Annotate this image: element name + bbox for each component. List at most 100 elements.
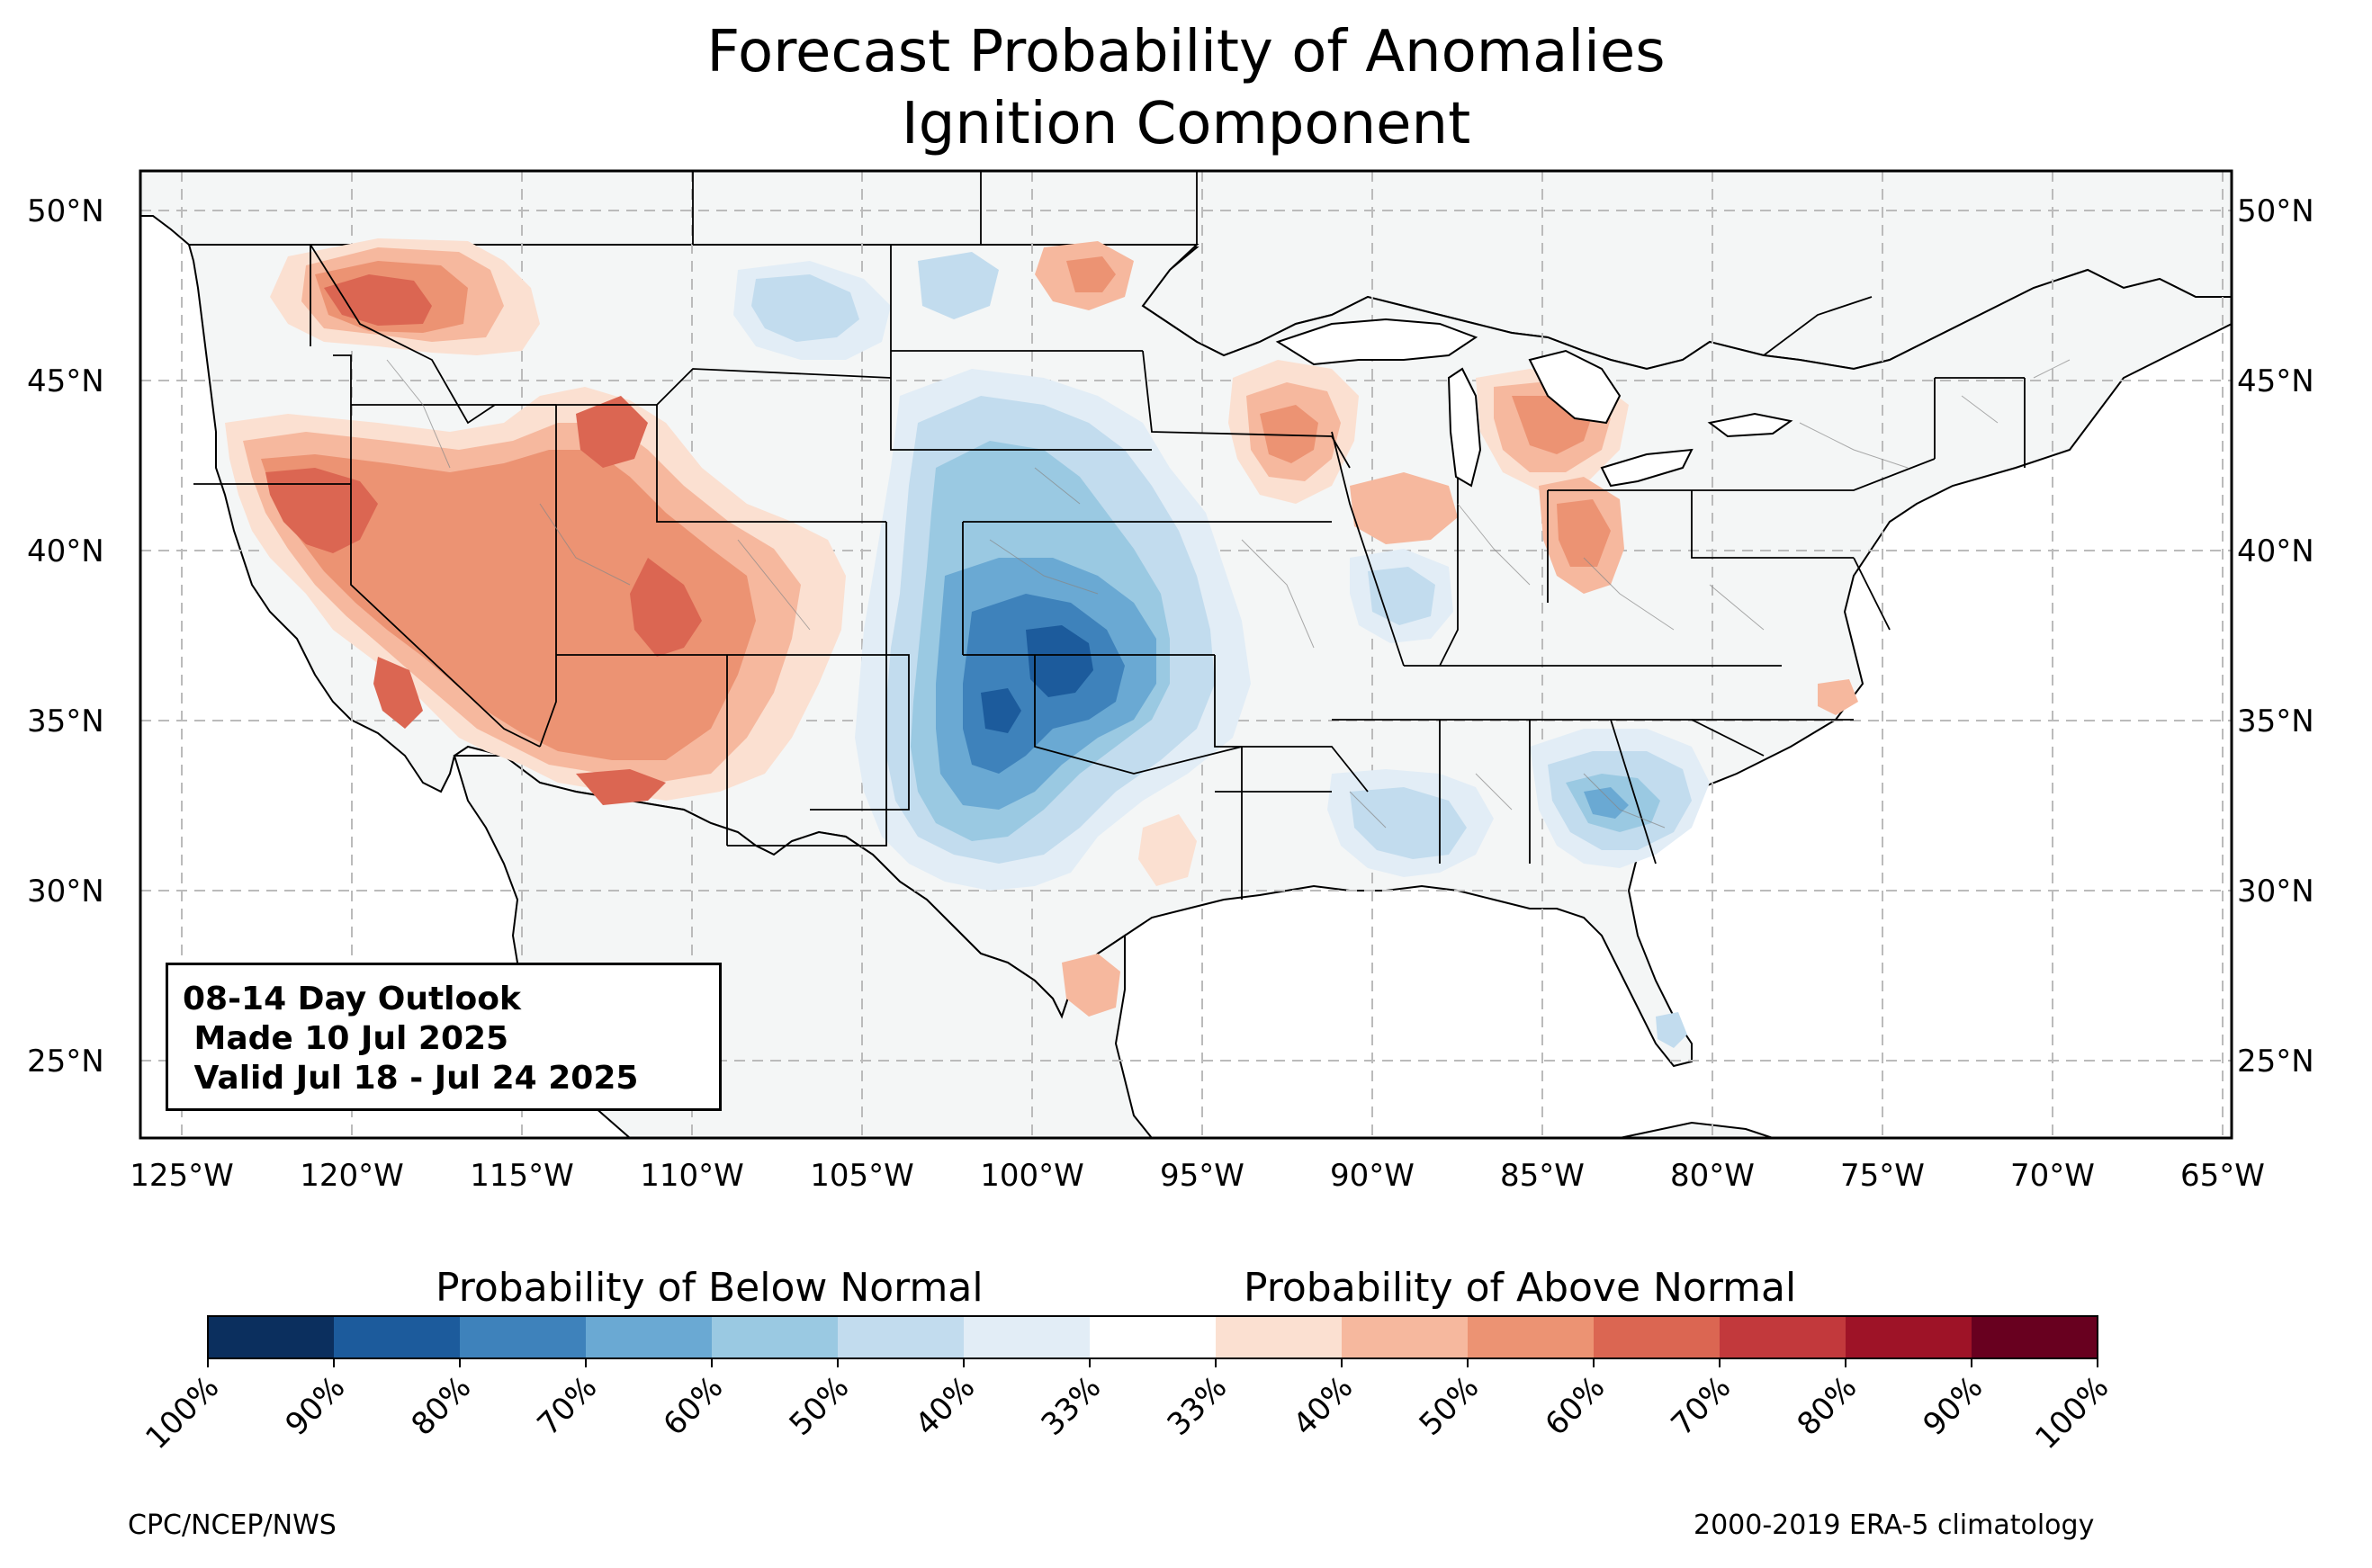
colorbar-swatch: [460, 1316, 587, 1358]
lake-superior: [1275, 318, 1478, 366]
colorbar-tick-label: 90%: [1917, 1369, 1990, 1443]
lon-label: 75°W: [1840, 1158, 1925, 1194]
lon-label: 80°W: [1670, 1158, 1755, 1194]
map-frame: [139, 169, 2233, 1140]
lat-label: 35°N: [27, 703, 104, 739]
colorbar-tick-label: 50%: [1413, 1369, 1487, 1443]
lon-label: 120°W: [300, 1158, 404, 1194]
outlook-made-date: Made 10 Jul 2025: [183, 1020, 509, 1057]
above-il-outer: [1350, 472, 1458, 544]
chart-title-line1: Forecast Probability of Anomalies: [706, 19, 1666, 85]
above-pnw-core: [324, 274, 432, 326]
colorbar-swatch: [586, 1316, 713, 1358]
above-west-inner: [261, 450, 756, 760]
colorbar-swatch: [208, 1316, 335, 1358]
lon-label: 105°W: [810, 1158, 914, 1194]
lon-label: 85°W: [1500, 1158, 1585, 1194]
lon-label: 125°W: [130, 1158, 234, 1194]
outlook-valid-range: Valid Jul 18 - Jul 24 2025: [183, 1060, 639, 1097]
below-lms-inner: [1350, 787, 1467, 859]
colorbar-tick-label: 40%: [1287, 1369, 1361, 1443]
above-west-core4: [373, 657, 423, 729]
colorbar-swatch: [1342, 1316, 1469, 1358]
lat-label: 40°N: [27, 533, 104, 569]
lon-label: 70°W: [2010, 1158, 2095, 1194]
lon-label: 100°W: [980, 1158, 1084, 1194]
colorbar-tick-label: 80%: [405, 1369, 479, 1443]
below-mt-inner: [751, 274, 859, 342]
colorbar-tick-label: 70%: [531, 1369, 605, 1443]
lon-label: 110°W: [640, 1158, 744, 1194]
lon-label: 90°W: [1330, 1158, 1415, 1194]
lon-label: 95°W: [1160, 1158, 1244, 1194]
above-mn-core: [1066, 256, 1116, 292]
below-nd: [918, 252, 999, 319]
colorbar-tick-label: 100%: [139, 1369, 226, 1456]
lake-huron: [1528, 349, 1622, 425]
colorbar-tick-label: 40%: [909, 1369, 983, 1443]
above-west-core2: [630, 558, 702, 657]
lon-labels: 125°W 120°W 115°W 110°W 105°W 100°W 95°W…: [130, 1158, 2265, 1194]
colorbar-swatch: [334, 1316, 461, 1358]
lat-label: 25°N: [27, 1044, 104, 1080]
footer-source: CPC/NCEP/NWS: [128, 1510, 337, 1541]
colorbar-tick-label: 90%: [279, 1369, 353, 1443]
below-plains-80: [1026, 625, 1093, 697]
colorbar-tick-label: 70%: [1665, 1369, 1739, 1443]
lake-erie: [1600, 448, 1694, 488]
below-fl: [1656, 1012, 1687, 1048]
footer-climatology: 2000-2019 ERA-5 climatology: [1694, 1510, 2095, 1541]
below-se-core: [1584, 787, 1629, 819]
colorbar-swatch: [1972, 1316, 2098, 1358]
lon-label: 115°W: [470, 1158, 574, 1194]
lat-label: 30°N: [27, 874, 104, 909]
state-boundaries: [193, 171, 2026, 900]
above-ctx: [1138, 814, 1197, 886]
above-normal-areas: [225, 238, 1858, 1017]
county-lines: [386, 359, 2071, 829]
colorbar-tick-label: 33%: [1035, 1369, 1109, 1443]
chart-title-line2: Ignition Component: [901, 91, 1471, 157]
colorbar-tick-label: 60%: [657, 1369, 731, 1443]
colorbar-swatch: [838, 1316, 965, 1358]
lat-label: 25°N: [2237, 1044, 2314, 1080]
lake-michigan: [1447, 367, 1482, 488]
colorbar-swatch: [712, 1316, 839, 1358]
lat-label: 40°N: [2237, 533, 2314, 569]
above-umw-inner: [1260, 405, 1318, 463]
colorbar-frame: [207, 1315, 2098, 1359]
outlook-info-box: 08-14 Day Outlook Made 10 Jul 2025 Valid…: [166, 963, 722, 1111]
colorbar-swatch: [1594, 1316, 1721, 1358]
colorbar-tick-label: 100%: [2028, 1369, 2116, 1456]
above-nc: [1818, 679, 1858, 715]
colorbar-swatch: [1846, 1316, 1972, 1358]
colorbar-swatch: [1468, 1316, 1595, 1358]
lat-labels-right: 50°N 45°N 40°N 35°N 30°N 25°N: [2237, 193, 2314, 1080]
below-plains-80b: [981, 688, 1021, 733]
lat-label: 50°N: [27, 193, 104, 229]
colorbar-tick-label: 60%: [1539, 1369, 1613, 1443]
above-stx: [1062, 954, 1120, 1017]
below-normal-areas: [733, 252, 1710, 1048]
lat-label: 50°N: [2237, 193, 2314, 229]
above-west-core5: [576, 396, 648, 468]
colorbar: 100% 90% 80% 70% 60% 50% 40% 33% 33% 40% 50% 60% 70%…: [139, 1315, 2116, 1456]
colorbar-tick-label: 50%: [783, 1369, 857, 1443]
colorbar-tick-label: 33%: [1161, 1369, 1235, 1443]
lon-label: 65°W: [2180, 1158, 2265, 1194]
colorbar-swatch: [964, 1316, 1091, 1358]
colorbar-swatch: [1216, 1316, 1343, 1358]
above-ohio-inner: [1557, 499, 1611, 567]
lat-label: 45°N: [2237, 363, 2314, 399]
above-west-core1: [265, 468, 378, 553]
lat-label: 30°N: [2237, 874, 2314, 909]
colorbar-swatch: [1090, 1316, 1217, 1358]
colorbar-swatch: [1720, 1316, 1846, 1358]
outlook-title: 08-14 Day Outlook: [183, 981, 521, 1017]
lat-labels-left: 50°N 45°N 40°N 35°N 30°N 25°N: [27, 193, 104, 1080]
colorbar-below-label: Probability of Below Normal: [436, 1265, 984, 1311]
colorbar-tick-label: 80%: [1791, 1369, 1864, 1443]
lake-ontario: [1707, 412, 1793, 438]
lat-label: 45°N: [27, 363, 104, 399]
